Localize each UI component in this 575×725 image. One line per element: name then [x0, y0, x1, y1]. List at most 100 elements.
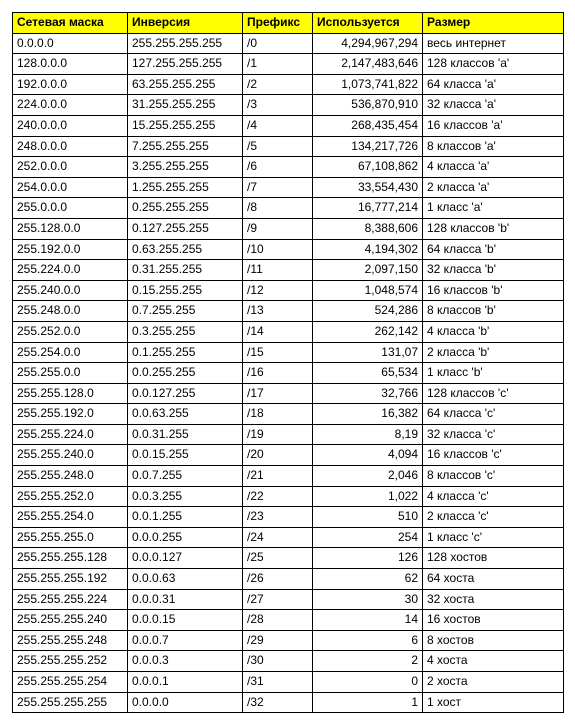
table-row: 255.255.255.1280.0.0.127/25126128 хостов: [13, 548, 564, 569]
cell-mask: 255.255.224.0: [13, 424, 128, 445]
cell-prefix: /9: [243, 218, 313, 239]
table-row: 255.255.255.00.0.0.255/242541 класс 'c': [13, 527, 564, 548]
cell-inverse: 0.15.255.255: [128, 280, 243, 301]
cell-mask: 255.224.0.0: [13, 260, 128, 281]
table-row: 255.240.0.00.15.255.255/121,048,57416 кл…: [13, 280, 564, 301]
cell-size: 8 классов 'b': [423, 301, 564, 322]
cell-inverse: 0.3.255.255: [128, 321, 243, 342]
table-row: 255.0.0.00.255.255.255/816,777,2141 клас…: [13, 198, 564, 219]
cell-size: 16 хостов: [423, 610, 564, 631]
cell-mask: 255.192.0.0: [13, 239, 128, 260]
cell-mask: 255.255.0.0: [13, 363, 128, 384]
cell-mask: 255.255.255.224: [13, 589, 128, 610]
cell-size: 32 класса 'a': [423, 95, 564, 116]
cell-used: 2,097,150: [313, 260, 423, 281]
table-row: 255.255.255.1920.0.0.63/266264 хоста: [13, 569, 564, 590]
cell-size: 4 хоста: [423, 651, 564, 672]
cell-mask: 128.0.0.0: [13, 54, 128, 75]
cell-mask: 255.255.255.0: [13, 527, 128, 548]
table-row: 255.248.0.00.7.255.255/13524,2868 классо…: [13, 301, 564, 322]
cell-mask: 255.255.252.0: [13, 486, 128, 507]
cell-prefix: /8: [243, 198, 313, 219]
cell-inverse: 31.255.255.255: [128, 95, 243, 116]
cell-used: 4,094: [313, 445, 423, 466]
table-row: 128.0.0.0127.255.255.255/12,147,483,6461…: [13, 54, 564, 75]
table-row: 255.252.0.00.3.255.255/14262,1424 класса…: [13, 321, 564, 342]
cell-size: 64 хоста: [423, 569, 564, 590]
cell-inverse: 255.255.255.255: [128, 33, 243, 54]
cell-size: 32 класса 'c': [423, 424, 564, 445]
table-row: 248.0.0.07.255.255.255/5134,217,7268 кла…: [13, 136, 564, 157]
cell-inverse: 0.7.255.255: [128, 301, 243, 322]
cell-inverse: 0.255.255.255: [128, 198, 243, 219]
cell-mask: 255.240.0.0: [13, 280, 128, 301]
cell-size: 64 класса 'a': [423, 74, 564, 95]
cell-inverse: 0.63.255.255: [128, 239, 243, 260]
col-used: Используется: [313, 13, 423, 34]
table-row: 255.255.255.2520.0.0.3/3024 хоста: [13, 651, 564, 672]
cell-prefix: /3: [243, 95, 313, 116]
table-row: 255.255.128.00.0.127.255/1732,766128 кла…: [13, 383, 564, 404]
cell-prefix: /16: [243, 363, 313, 384]
cell-inverse: 0.0.0.7: [128, 630, 243, 651]
cell-size: 2 хоста: [423, 672, 564, 693]
cell-size: 2 класса 'c': [423, 507, 564, 528]
cell-used: 8,19: [313, 424, 423, 445]
col-mask: Сетевая маска: [13, 13, 128, 34]
cell-prefix: /6: [243, 157, 313, 178]
cell-mask: 255.252.0.0: [13, 321, 128, 342]
cell-used: 2: [313, 651, 423, 672]
cell-mask: 255.254.0.0: [13, 342, 128, 363]
cell-size: 128 классов 'a': [423, 54, 564, 75]
cell-mask: 254.0.0.0: [13, 177, 128, 198]
col-prefix: Префикс: [243, 13, 313, 34]
cell-prefix: /24: [243, 527, 313, 548]
table-row: 255.255.255.2540.0.0.1/3102 хоста: [13, 672, 564, 693]
cell-size: 128 классов 'b': [423, 218, 564, 239]
cell-used: 14: [313, 610, 423, 631]
cell-mask: 255.255.255.255: [13, 692, 128, 713]
table-row: 255.224.0.00.31.255.255/112,097,15032 кл…: [13, 260, 564, 281]
cell-size: 4 класса 'b': [423, 321, 564, 342]
cell-prefix: /31: [243, 672, 313, 693]
cell-mask: 252.0.0.0: [13, 157, 128, 178]
cell-size: весь интернет: [423, 33, 564, 54]
table-row: 255.255.255.2550.0.0.0/3211 хост: [13, 692, 564, 713]
table-row: 0.0.0.0255.255.255.255/04,294,967,294вес…: [13, 33, 564, 54]
table-row: 255.254.0.00.1.255.255/15131,072 класса …: [13, 342, 564, 363]
cell-used: 32,766: [313, 383, 423, 404]
cell-prefix: /30: [243, 651, 313, 672]
cell-size: 64 класса 'c': [423, 404, 564, 425]
table-row: 255.255.0.00.0.255.255/1665,5341 класс '…: [13, 363, 564, 384]
cell-inverse: 7.255.255.255: [128, 136, 243, 157]
cell-size: 8 классов 'a': [423, 136, 564, 157]
cell-size: 1 класс 'a': [423, 198, 564, 219]
cell-used: 65,534: [313, 363, 423, 384]
cell-size: 2 класса 'b': [423, 342, 564, 363]
table-row: 255.255.255.2480.0.0.7/2968 хостов: [13, 630, 564, 651]
cell-used: 1,048,574: [313, 280, 423, 301]
cell-mask: 255.255.255.192: [13, 569, 128, 590]
table-row: 255.255.255.2240.0.0.31/273032 хоста: [13, 589, 564, 610]
cell-prefix: /0: [243, 33, 313, 54]
cell-mask: 248.0.0.0: [13, 136, 128, 157]
cell-size: 64 класса 'b': [423, 239, 564, 260]
cell-used: 510: [313, 507, 423, 528]
cell-inverse: 3.255.255.255: [128, 157, 243, 178]
cell-size: 16 классов 'b': [423, 280, 564, 301]
cell-prefix: /10: [243, 239, 313, 260]
cell-mask: 255.255.255.128: [13, 548, 128, 569]
cell-used: 8,388,606: [313, 218, 423, 239]
cell-prefix: /23: [243, 507, 313, 528]
table-row: 255.192.0.00.63.255.255/104,194,30264 кл…: [13, 239, 564, 260]
cell-prefix: /2: [243, 74, 313, 95]
cell-prefix: /28: [243, 610, 313, 631]
table-row: 255.255.192.00.0.63.255/1816,38264 класс…: [13, 404, 564, 425]
cell-mask: 0.0.0.0: [13, 33, 128, 54]
cell-prefix: /12: [243, 280, 313, 301]
header-row: Сетевая маска Инверсия Префикс Используе…: [13, 13, 564, 34]
cell-size: 128 хостов: [423, 548, 564, 569]
cell-mask: 192.0.0.0: [13, 74, 128, 95]
cell-used: 2,046: [313, 466, 423, 487]
cell-prefix: /29: [243, 630, 313, 651]
